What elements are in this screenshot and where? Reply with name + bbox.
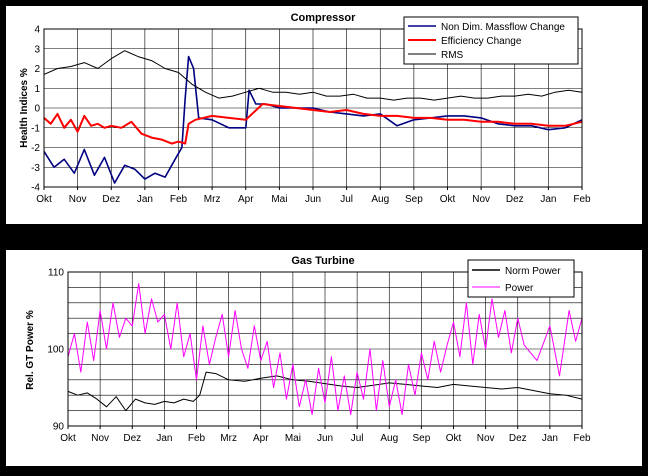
series-line-rms <box>43 50 583 101</box>
gas-turbine-x-tick-label: Nov <box>477 433 495 444</box>
compressor-y-tick-label: 3 <box>34 44 40 55</box>
gas-turbine-chart: Gas Turbine 110 100 90 Okt Nov Dez Jan Feb Mrz A… <box>6 250 642 466</box>
compressor-x-tick-label: Okt <box>440 194 456 205</box>
gas-turbine-x-tick-label: Mai <box>285 433 301 444</box>
compressor-series <box>43 50 583 184</box>
compressor-y-tick-label: 4 <box>34 25 40 36</box>
gas-turbine-y-axis-label: Rel. GT Power % <box>25 310 36 390</box>
gas-turbine-x-tick-label: Feb <box>573 433 591 444</box>
compressor-chart: Compressor 4 3 2 1 0 -1 -2 -3 -4 Okt Nov Dez Jan Feb… <box>6 6 642 224</box>
series-line-power <box>67 283 583 415</box>
compressor-x-tick-label: Nov <box>472 194 490 205</box>
gas-turbine-x-tick-label: Jan <box>542 433 558 444</box>
compressor-title: Compressor <box>291 12 357 24</box>
gas-turbine-x-tick-label: Nov <box>91 433 109 444</box>
series-line-non-dim-massflow-change <box>43 55 583 184</box>
compressor-y-tick-label: -2 <box>31 143 40 154</box>
compressor-x-ticks: Okt Nov Dez Jan Feb Mrz Apr Mai Jun Jul Aug Sep Okt N… <box>36 187 591 205</box>
gas-turbine-x-ticks: Okt Nov Dez Jan Feb Mrz Apr Mai Jun Jul Aug Sep Okt N… <box>60 426 591 444</box>
gas-turbine-series <box>67 283 583 415</box>
gas-turbine-x-tick-label: Okt <box>446 433 462 444</box>
gas-turbine-x-tick-label: Okt <box>60 433 76 444</box>
series-line-norm-power <box>67 371 583 412</box>
gas-turbine-x-tick-label: Jun <box>317 433 333 444</box>
series-line-efficiency-change <box>43 103 583 145</box>
compressor-y-axis-label: Health Indices % <box>19 68 30 148</box>
compressor-x-tick-label: Sep <box>405 194 423 205</box>
compressor-y-ticks: 4 3 2 1 0 -1 -2 -3 -4 <box>31 25 40 194</box>
compressor-x-tick-label: Feb <box>170 194 188 205</box>
legend-label-norm-power: Norm Power <box>505 266 561 277</box>
compressor-x-tick-label: Feb <box>573 194 591 205</box>
compressor-x-tick-label: Dez <box>506 194 524 205</box>
gas-turbine-y-tick-label: 110 <box>48 268 64 279</box>
compressor-x-tick-label: Dez <box>102 194 120 205</box>
compressor-y-tick-label: 0 <box>34 104 40 115</box>
legend-label-efficiency: Efficiency Change <box>441 36 522 47</box>
gas-turbine-legend-box <box>467 259 575 298</box>
compressor-y-tick-label: 1 <box>34 84 40 95</box>
legend-label-power: Power <box>505 283 534 294</box>
compressor-y-tick-label: -3 <box>31 163 40 174</box>
gas-turbine-title: Gas Turbine <box>291 255 354 267</box>
compressor-x-tick-label: Nov <box>69 194 87 205</box>
compressor-x-tick-label: Aug <box>371 194 389 205</box>
gas-turbine-x-tick-label: Jan <box>156 433 172 444</box>
gas-turbine-x-tick-label: Dez <box>123 433 141 444</box>
gas-turbine-x-tick-label: Apr <box>253 433 269 444</box>
compressor-y-tick-label: -1 <box>31 123 40 134</box>
gas-turbine-y-tick-label: 100 <box>47 345 64 356</box>
gas-turbine-legend: Norm Power Power <box>467 259 575 298</box>
compressor-y-tick-label: 2 <box>34 64 40 75</box>
compressor-x-tick-label: Jan <box>137 194 153 205</box>
compressor-x-tick-label: Mai <box>271 194 287 205</box>
gas-turbine-x-tick-label: Dez <box>509 433 527 444</box>
gas-turbine-y-tick-label: 90 <box>53 422 65 433</box>
compressor-x-tick-label: Apr <box>238 194 254 205</box>
gas-turbine-x-tick-label: Sep <box>412 433 430 444</box>
gas-turbine-y-ticks: 110 100 90 <box>47 268 64 433</box>
compressor-x-tick-label: Okt <box>36 194 52 205</box>
legend-label-massflow: Non Dim. Massflow Change <box>441 22 565 33</box>
compressor-x-tick-label: Jun <box>305 194 321 205</box>
legend-label-rms: RMS <box>441 50 464 61</box>
gas-turbine-x-tick-label: Mrz <box>220 433 237 444</box>
gas-turbine-x-tick-label: Aug <box>380 433 398 444</box>
compressor-x-tick-label: Jan <box>540 194 556 205</box>
compressor-x-tick-label: Mrz <box>204 194 221 205</box>
gas-turbine-x-tick-label: Feb <box>188 433 206 444</box>
compressor-x-tick-label: Jul <box>340 194 353 205</box>
gas-turbine-x-tick-label: Jul <box>351 433 364 444</box>
compressor-y-tick-label: -4 <box>31 183 40 194</box>
compressor-legend: Non Dim. Massflow Change Efficiency Chan… <box>403 16 579 65</box>
